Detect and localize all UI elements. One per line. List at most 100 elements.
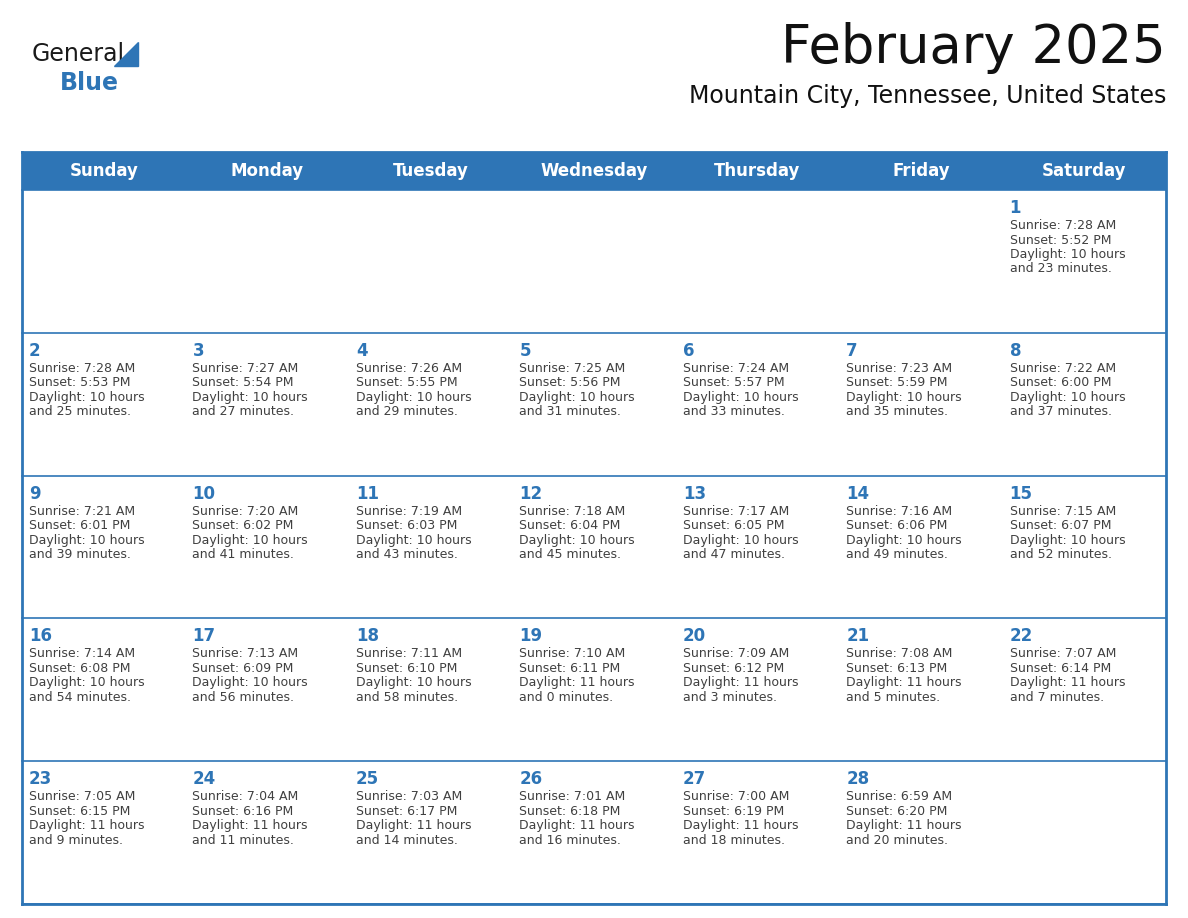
Text: 16: 16 xyxy=(29,627,52,645)
Text: Sunrise: 7:11 AM: Sunrise: 7:11 AM xyxy=(356,647,462,660)
Text: Sunset: 5:52 PM: Sunset: 5:52 PM xyxy=(1010,233,1111,247)
Bar xyxy=(23,152,1165,190)
Text: and 52 minutes.: and 52 minutes. xyxy=(1010,548,1112,561)
Bar xyxy=(185,476,349,619)
Text: 8: 8 xyxy=(1010,341,1020,360)
Text: Sunset: 5:54 PM: Sunset: 5:54 PM xyxy=(192,376,293,389)
Text: and 18 minutes.: and 18 minutes. xyxy=(683,834,785,846)
Text: Sunrise: 7:01 AM: Sunrise: 7:01 AM xyxy=(519,790,626,803)
Text: Daylight: 10 hours: Daylight: 10 hours xyxy=(1010,533,1125,546)
Text: Sunrise: 7:08 AM: Sunrise: 7:08 AM xyxy=(846,647,953,660)
Text: 20: 20 xyxy=(683,627,706,645)
Text: 13: 13 xyxy=(683,485,706,502)
Text: 18: 18 xyxy=(356,627,379,645)
Text: Daylight: 10 hours: Daylight: 10 hours xyxy=(192,677,308,689)
Text: Sunset: 6:10 PM: Sunset: 6:10 PM xyxy=(356,662,457,675)
Bar xyxy=(839,476,1003,619)
Text: Sunrise: 7:15 AM: Sunrise: 7:15 AM xyxy=(1010,505,1116,518)
Text: February 2025: February 2025 xyxy=(782,22,1165,74)
Text: 6: 6 xyxy=(683,341,694,360)
Text: Saturday: Saturday xyxy=(1042,162,1126,180)
Text: Daylight: 11 hours: Daylight: 11 hours xyxy=(519,819,634,833)
Bar xyxy=(185,333,349,476)
Text: Mountain City, Tennessee, United States: Mountain City, Tennessee, United States xyxy=(689,84,1165,108)
Text: and 47 minutes.: and 47 minutes. xyxy=(683,548,785,561)
Bar xyxy=(349,476,512,619)
Text: 4: 4 xyxy=(356,341,367,360)
Text: Sunrise: 7:18 AM: Sunrise: 7:18 AM xyxy=(519,505,626,518)
Text: 2: 2 xyxy=(29,341,40,360)
Text: Sunset: 6:08 PM: Sunset: 6:08 PM xyxy=(29,662,131,675)
Text: Sunrise: 7:20 AM: Sunrise: 7:20 AM xyxy=(192,505,298,518)
Text: Sunrise: 7:23 AM: Sunrise: 7:23 AM xyxy=(846,362,953,375)
Text: and 43 minutes.: and 43 minutes. xyxy=(356,548,457,561)
Text: and 23 minutes.: and 23 minutes. xyxy=(1010,263,1112,275)
Bar xyxy=(1003,761,1165,904)
Bar xyxy=(512,476,676,619)
Text: Daylight: 10 hours: Daylight: 10 hours xyxy=(519,391,634,404)
Text: General: General xyxy=(32,42,125,66)
Text: 15: 15 xyxy=(1010,485,1032,502)
Text: Sunrise: 7:22 AM: Sunrise: 7:22 AM xyxy=(1010,362,1116,375)
Bar xyxy=(512,333,676,476)
Bar xyxy=(23,333,185,476)
Text: 22: 22 xyxy=(1010,627,1032,645)
Text: Sunset: 6:13 PM: Sunset: 6:13 PM xyxy=(846,662,947,675)
Text: Sunset: 6:01 PM: Sunset: 6:01 PM xyxy=(29,519,131,532)
Text: Sunset: 6:15 PM: Sunset: 6:15 PM xyxy=(29,805,131,818)
Text: 14: 14 xyxy=(846,485,870,502)
Text: 24: 24 xyxy=(192,770,216,789)
Text: 26: 26 xyxy=(519,770,543,789)
Text: Sunset: 5:55 PM: Sunset: 5:55 PM xyxy=(356,376,457,389)
Text: 1: 1 xyxy=(1010,199,1020,217)
Text: Daylight: 10 hours: Daylight: 10 hours xyxy=(1010,248,1125,261)
Text: Daylight: 11 hours: Daylight: 11 hours xyxy=(519,677,634,689)
Text: Sunrise: 7:10 AM: Sunrise: 7:10 AM xyxy=(519,647,626,660)
Text: and 5 minutes.: and 5 minutes. xyxy=(846,691,940,704)
Text: 21: 21 xyxy=(846,627,870,645)
Text: Sunset: 5:57 PM: Sunset: 5:57 PM xyxy=(683,376,784,389)
Text: and 25 minutes.: and 25 minutes. xyxy=(29,406,131,419)
Text: Sunrise: 7:17 AM: Sunrise: 7:17 AM xyxy=(683,505,789,518)
Bar xyxy=(349,761,512,904)
Text: Tuesday: Tuesday xyxy=(392,162,468,180)
Bar xyxy=(23,190,185,333)
Text: Sunset: 6:04 PM: Sunset: 6:04 PM xyxy=(519,519,620,532)
Text: Daylight: 10 hours: Daylight: 10 hours xyxy=(519,533,634,546)
Text: Wednesday: Wednesday xyxy=(541,162,647,180)
Text: Sunset: 6:09 PM: Sunset: 6:09 PM xyxy=(192,662,293,675)
Text: Thursday: Thursday xyxy=(714,162,801,180)
Bar xyxy=(839,619,1003,761)
Text: Daylight: 10 hours: Daylight: 10 hours xyxy=(356,677,472,689)
Text: 28: 28 xyxy=(846,770,870,789)
Text: Daylight: 11 hours: Daylight: 11 hours xyxy=(29,819,145,833)
Text: 11: 11 xyxy=(356,485,379,502)
Text: and 7 minutes.: and 7 minutes. xyxy=(1010,691,1104,704)
Text: and 41 minutes.: and 41 minutes. xyxy=(192,548,295,561)
Bar xyxy=(1003,190,1165,333)
Text: 7: 7 xyxy=(846,341,858,360)
Bar xyxy=(676,761,839,904)
Text: 5: 5 xyxy=(519,341,531,360)
Bar xyxy=(23,619,185,761)
Text: Friday: Friday xyxy=(892,162,949,180)
Bar xyxy=(1003,476,1165,619)
Text: Daylight: 11 hours: Daylight: 11 hours xyxy=(846,819,961,833)
Text: and 3 minutes.: and 3 minutes. xyxy=(683,691,777,704)
Text: Sunrise: 7:09 AM: Sunrise: 7:09 AM xyxy=(683,647,789,660)
Bar xyxy=(349,190,512,333)
Text: Sunrise: 7:04 AM: Sunrise: 7:04 AM xyxy=(192,790,298,803)
Text: Sunset: 6:03 PM: Sunset: 6:03 PM xyxy=(356,519,457,532)
Bar xyxy=(676,619,839,761)
Text: Sunrise: 7:00 AM: Sunrise: 7:00 AM xyxy=(683,790,789,803)
Text: and 14 minutes.: and 14 minutes. xyxy=(356,834,457,846)
Text: and 27 minutes.: and 27 minutes. xyxy=(192,406,295,419)
Text: Sunset: 6:14 PM: Sunset: 6:14 PM xyxy=(1010,662,1111,675)
Bar xyxy=(1003,333,1165,476)
Text: Blue: Blue xyxy=(61,71,119,95)
Text: Sunrise: 7:05 AM: Sunrise: 7:05 AM xyxy=(29,790,135,803)
Text: 9: 9 xyxy=(29,485,40,502)
Text: Daylight: 10 hours: Daylight: 10 hours xyxy=(683,533,798,546)
Text: and 0 minutes.: and 0 minutes. xyxy=(519,691,613,704)
Bar xyxy=(185,190,349,333)
